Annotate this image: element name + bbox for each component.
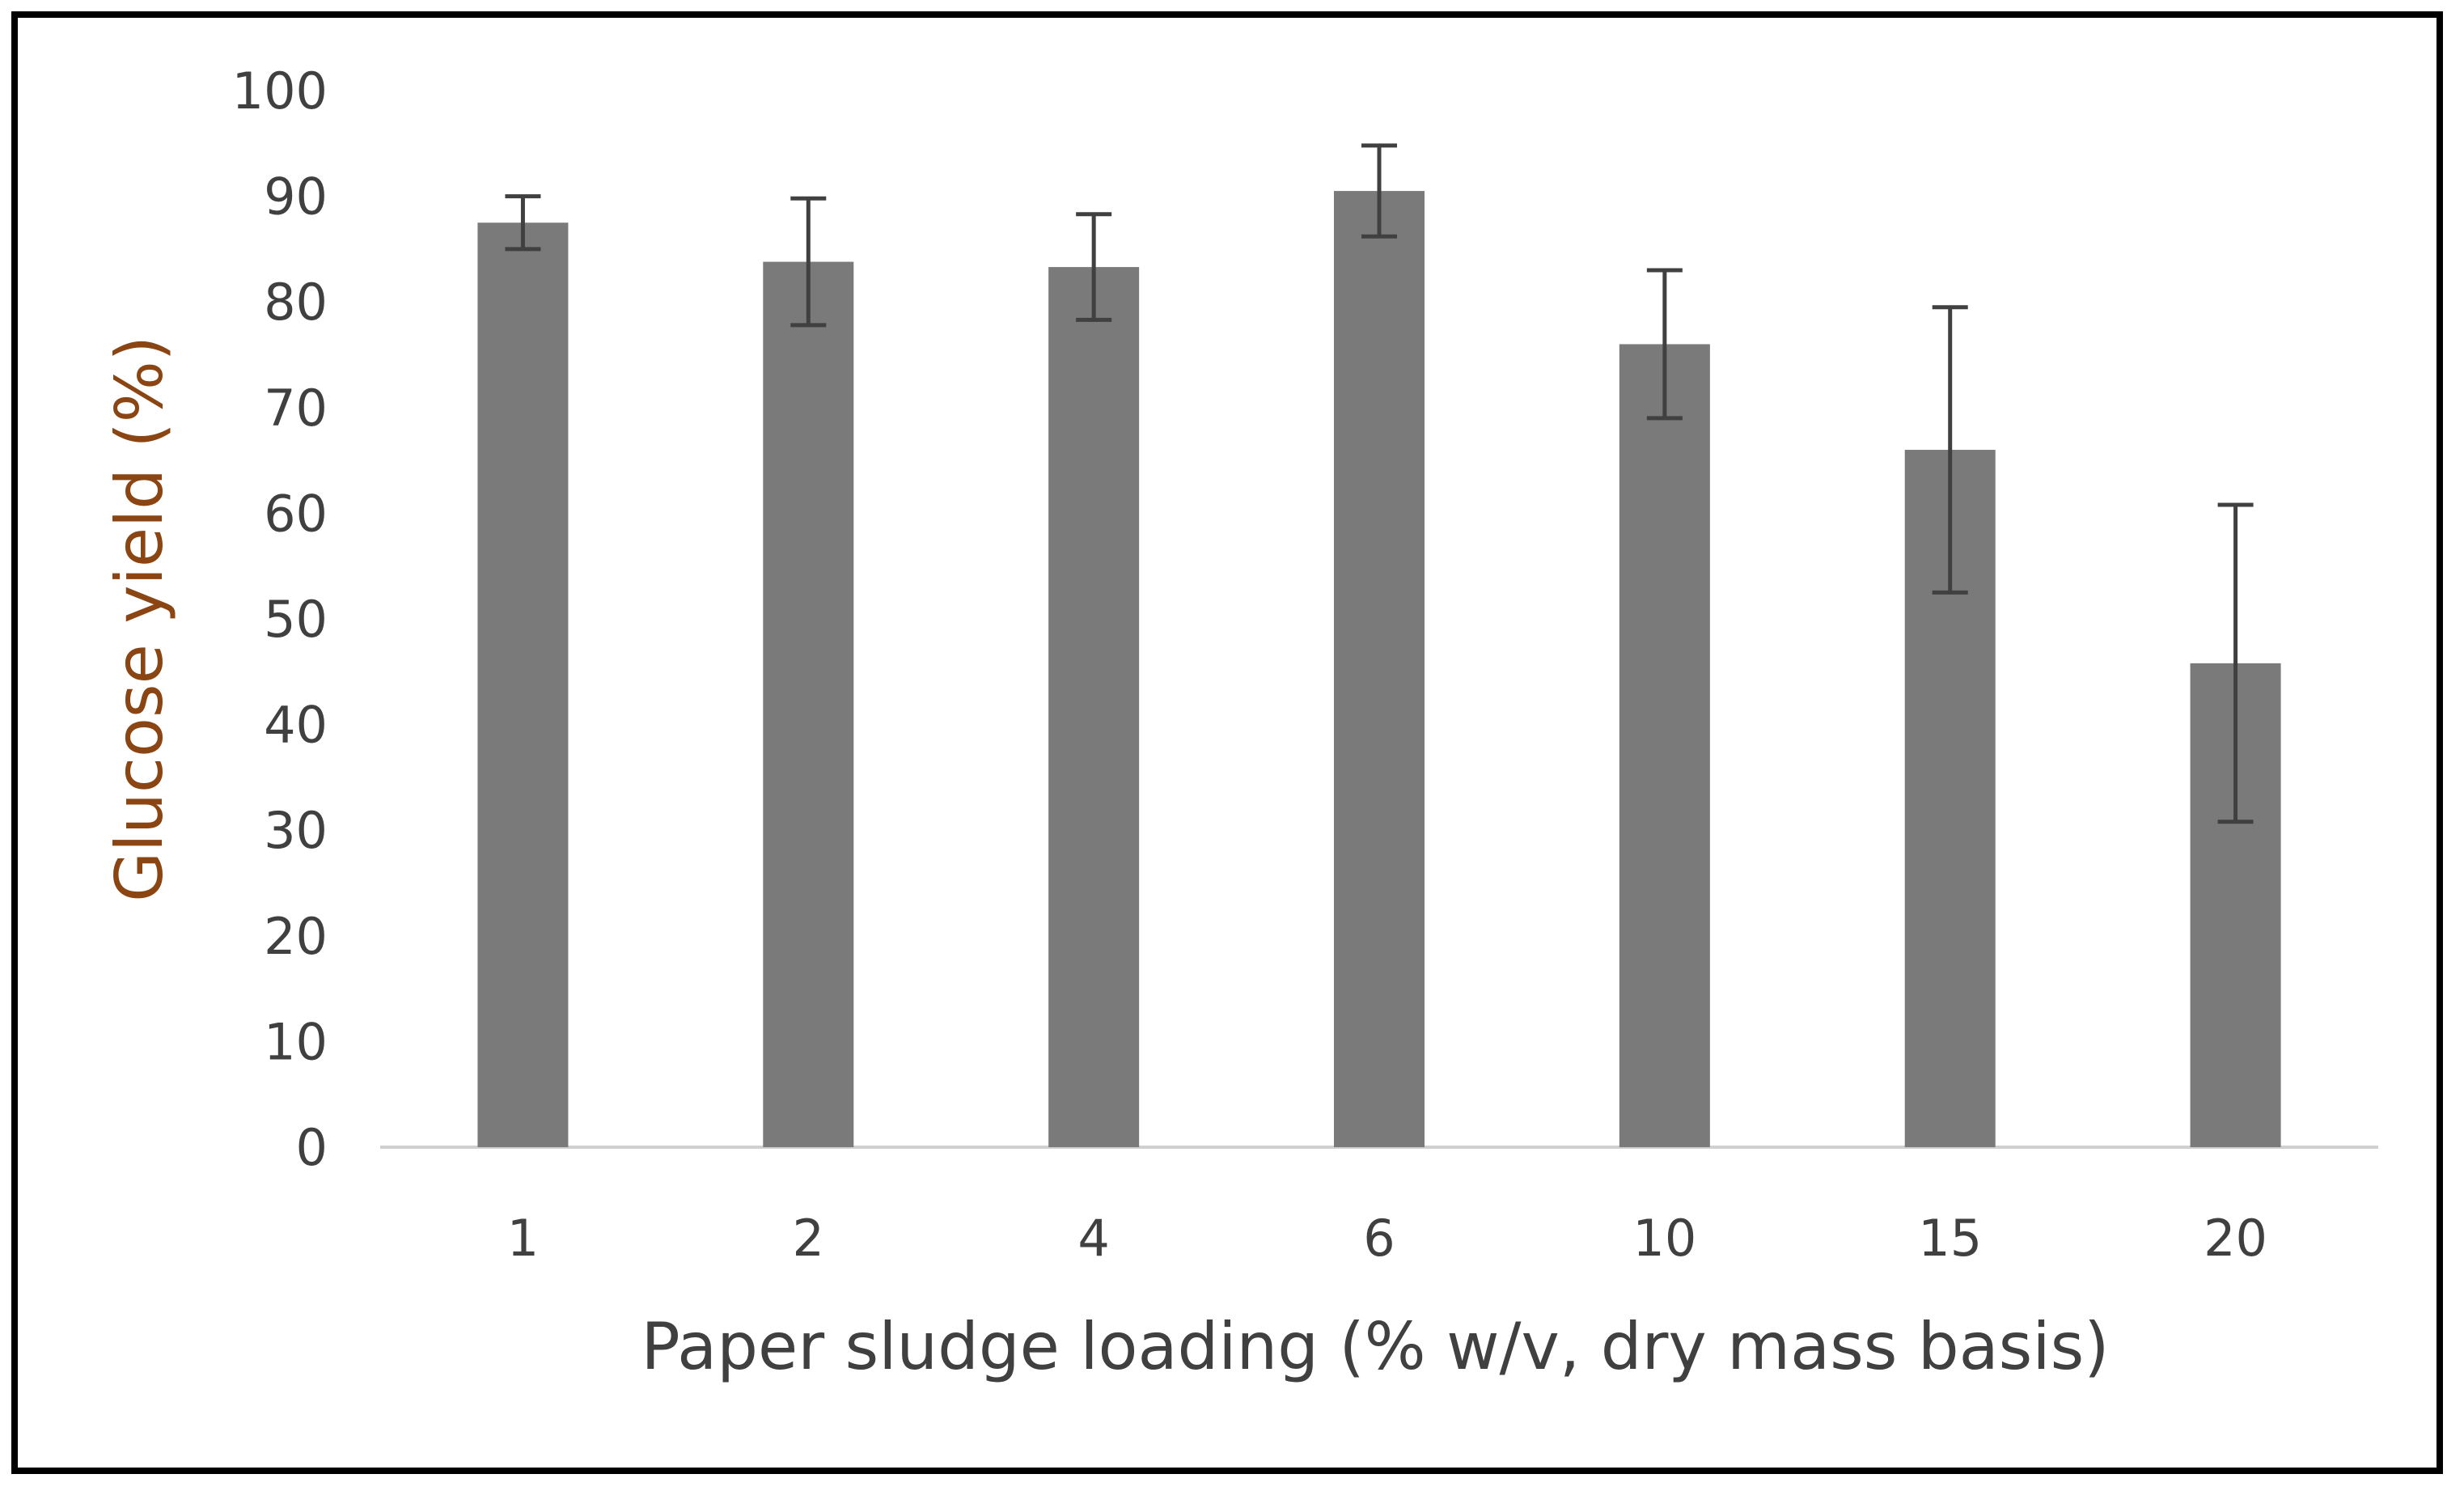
y-tick-label: 40 [264, 696, 328, 755]
y-axis-ticks: 0 10 20 30 40 50 60 70 80 90 100 [232, 61, 328, 1177]
bar [477, 222, 569, 1147]
error-bar [1646, 268, 1683, 421]
x-tick-label: 1 [507, 1209, 539, 1268]
x-axis-label: Paper sludge loading (% w/v, dry mass ba… [641, 1309, 2110, 1384]
error-bar [790, 196, 827, 328]
bar [763, 261, 854, 1147]
y-axis-label: Glucose yield (%) [102, 336, 177, 902]
y-tick-label: 70 [264, 379, 328, 438]
x-tick-label: 2 [793, 1209, 824, 1268]
y-tick-label: 100 [232, 61, 328, 121]
x-tick-label: 10 [1632, 1209, 1696, 1268]
x-axis-ticks: 1 2 4 6 10 15 20 [507, 1209, 2267, 1268]
y-tick-label: 90 [264, 167, 328, 227]
chart-frame [11, 11, 2443, 1474]
bar [1619, 344, 1710, 1147]
x-tick-label: 6 [1363, 1209, 1395, 1268]
error-bars [505, 143, 2254, 824]
error-bar [1076, 212, 1112, 322]
x-tick-label: 20 [2204, 1209, 2267, 1268]
x-tick-label: 4 [1077, 1209, 1109, 1268]
x-tick-label: 15 [1918, 1209, 1982, 1268]
error-bar [1361, 143, 1397, 239]
bar [1048, 267, 1140, 1147]
y-tick-label: 80 [264, 273, 328, 332]
y-tick-label: 0 [296, 1118, 328, 1177]
bar-series [477, 191, 2281, 1147]
y-tick-label: 20 [264, 907, 328, 966]
y-tick-label: 30 [264, 801, 328, 860]
y-tick-label: 10 [264, 1012, 328, 1071]
error-bar [1932, 305, 1968, 595]
y-tick-label: 60 [264, 484, 328, 543]
error-bar [2217, 502, 2254, 824]
error-bar [505, 194, 541, 252]
y-tick-label: 50 [264, 590, 328, 649]
bar [1334, 191, 1425, 1147]
